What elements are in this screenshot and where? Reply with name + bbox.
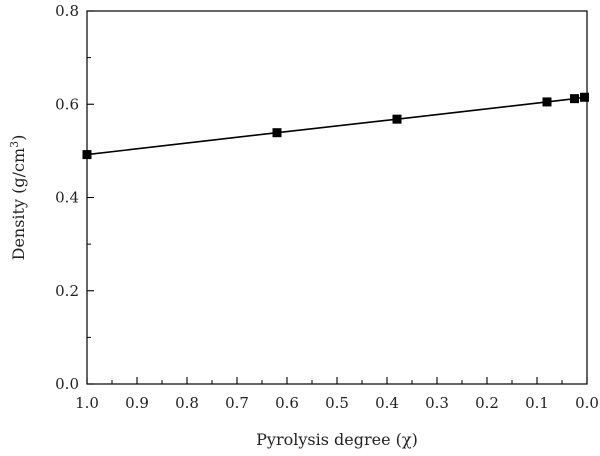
data-point-marker [570, 94, 579, 104]
data-point-marker [580, 92, 589, 102]
plot-frame [86, 10, 588, 385]
y-axis-title-suffix: ) [9, 135, 28, 141]
y-axis-ticks: 0.0 0.2 0.4 0.6 0.8 [55, 2, 94, 393]
y-tick-label: 0.4 [55, 189, 79, 207]
x-tick-label: 0.8 [175, 394, 199, 412]
x-tick-label: 0.5 [325, 394, 349, 412]
series-line [86, 96, 585, 156]
y-axis-title-sup: 3 [8, 141, 21, 148]
x-tick-label: 0.7 [225, 394, 249, 412]
x-tick-label: 0.3 [425, 394, 449, 412]
y-tick-label: 0.8 [55, 2, 79, 20]
x-tick-label: 0.0 [575, 394, 599, 412]
data-point-marker [392, 114, 402, 124]
y-tick-label: 0.2 [55, 282, 79, 300]
y-axis-title-prefix: Density (g/cm [9, 148, 28, 261]
data-point-marker [82, 150, 92, 160]
y-axis-title: Density (g/cm3) [8, 135, 29, 261]
x-axis-title: Pyrolysis degree (χ) [256, 430, 418, 449]
series-layer [82, 92, 589, 160]
x-tick-label: 1.0 [75, 394, 99, 412]
x-axis-ticks: 1.0 0.9 0.8 0.7 0.6 0.5 0.4 0.3 0.2 0.1 0.0 [75, 377, 599, 412]
x-tick-label: 0.2 [475, 394, 499, 412]
x-tick-label: 0.6 [275, 394, 299, 412]
x-tick-label: 0.9 [125, 394, 149, 412]
x-tick-label: 0.1 [525, 394, 549, 412]
data-point-marker [542, 97, 552, 107]
y-tick-label: 0.0 [55, 375, 79, 393]
x-tick-label: 0.4 [375, 394, 399, 412]
y-tick-label: 0.6 [55, 95, 79, 113]
plot-frame-border [86, 10, 588, 385]
data-point-marker [272, 128, 282, 138]
